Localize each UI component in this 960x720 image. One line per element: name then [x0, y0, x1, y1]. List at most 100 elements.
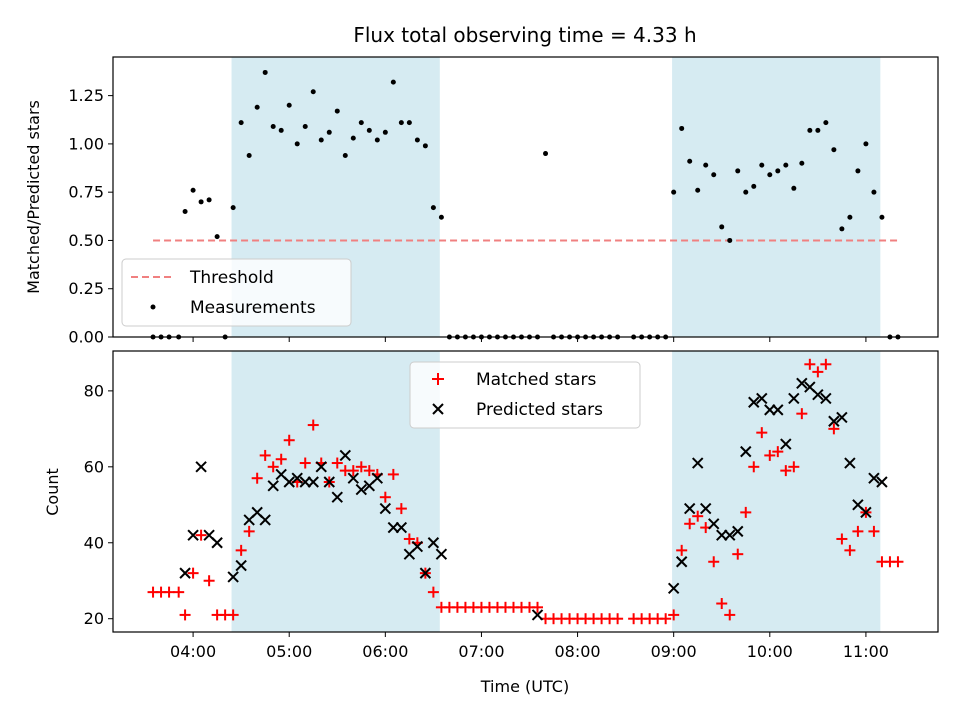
ratio-y-tick-label: 1.25 [68, 86, 104, 105]
legend-threshold-label: Threshold [189, 268, 274, 288]
predicted-star-point [435, 548, 448, 560]
matched-star-point [387, 468, 399, 480]
matched-star-point [724, 609, 736, 621]
measurement-point [727, 237, 733, 243]
matched-star-point [379, 491, 391, 503]
predicted-star-point [323, 476, 335, 488]
predicted-star-point [756, 392, 768, 405]
matched-star-point [395, 503, 407, 515]
predicted-star-point [283, 476, 295, 488]
measurement-point [182, 208, 188, 214]
measurement-point [326, 129, 332, 135]
count-legend: Matched stars Predicted stars [409, 361, 641, 429]
predicted-star-point [860, 506, 872, 519]
measurement-point [783, 162, 789, 168]
matched-star-point [756, 427, 768, 439]
predicted-star-point [315, 461, 327, 473]
count-y-axis-label: Count [43, 468, 62, 516]
predicted-star-point [844, 457, 856, 469]
matched-star-point [227, 609, 239, 621]
matched-star-point [796, 408, 808, 420]
measurement-point [719, 224, 725, 230]
x-axis-label: Time (UTC) [480, 677, 569, 696]
matched-star-point [892, 556, 904, 568]
predicted-star-point [683, 502, 696, 515]
measurement-point [863, 141, 869, 147]
matched-star-point [692, 510, 704, 522]
legend-matched-label: Matched stars [476, 370, 596, 390]
matched-star-point [820, 358, 832, 370]
measurement-point [743, 189, 749, 195]
predicted-star-point [211, 537, 223, 549]
measurement-point [815, 127, 821, 133]
predicted-star-point [419, 567, 432, 579]
predicted-star-point [836, 411, 848, 424]
matched-star-point [732, 548, 744, 560]
measurement-point [238, 120, 244, 126]
measurement-point [390, 79, 396, 85]
observing-window-2 [672, 351, 881, 632]
matched-star-point [772, 446, 784, 458]
predicted-star-point [411, 540, 424, 553]
matched-star-point [179, 609, 191, 621]
predicted-star-point [667, 582, 680, 595]
ratio-y-tick-label: 0.50 [68, 231, 104, 250]
x-tick-label: 07:00 [458, 642, 504, 661]
predicted-star-point [812, 388, 824, 401]
measurement-point [366, 127, 372, 133]
matched-star-point [716, 598, 728, 610]
predicted-star-point [868, 472, 880, 484]
predicted-star-point [371, 472, 384, 484]
predicted-star-point [724, 529, 736, 541]
predicted-star-point [379, 502, 392, 515]
x-tick-label: 09:00 [651, 642, 697, 661]
predicted-star-point [788, 392, 800, 405]
measurement-point [671, 189, 677, 195]
predicted-star-point [748, 396, 760, 408]
measurement-point [334, 108, 340, 114]
matched-star-point [283, 434, 295, 446]
measurement-point [430, 205, 436, 211]
predicted-star-point [531, 609, 544, 621]
legend-predicted-swatch [432, 403, 444, 415]
matched-star-point [708, 556, 720, 568]
predicted-star-point [772, 404, 784, 416]
matched-star-point [427, 586, 439, 598]
predicted-star-point [820, 392, 832, 405]
matched-star-point [347, 465, 359, 477]
matched-star-point [836, 533, 848, 545]
matched-star-point [307, 419, 319, 431]
legend-matched-swatch [432, 373, 444, 385]
predicted-star-point [692, 457, 704, 469]
count-y-tick-label: 60 [84, 457, 104, 476]
ratio-y-tick-label: 0.25 [68, 279, 104, 298]
measurement-point [831, 147, 837, 153]
measurement-point [823, 120, 829, 126]
matched-star-point [363, 465, 375, 477]
matched-star-point [868, 525, 880, 537]
measurement-point [198, 199, 204, 205]
ratio-y-tick-label: 0.00 [68, 328, 104, 347]
matched-star-point [764, 449, 776, 461]
ratio-subplot: 0.00 0.25 0.50 0.75 1.00 1.25 Flux total obse… [24, 23, 939, 347]
predicted-star-point [259, 514, 271, 526]
x-tick-label: 11:00 [843, 642, 889, 661]
measurement-point [847, 214, 853, 220]
measurement-point [687, 158, 693, 164]
count-y-tick-label: 40 [84, 533, 104, 552]
measurement-point [262, 69, 268, 75]
matched-star-point [163, 586, 175, 598]
matched-star-point [203, 575, 215, 587]
measurement-point [855, 168, 861, 174]
predicted-star-point [708, 518, 720, 530]
measurement-point [398, 120, 404, 126]
matched-star-point [668, 609, 680, 621]
measurement-point [318, 137, 324, 143]
ratio-plot-frame [112, 56, 939, 338]
predicted-star-point [780, 438, 792, 450]
x-tick-label: 05:00 [266, 642, 312, 661]
ratio-y-tick-label: 0.75 [68, 183, 104, 202]
predicted-star-point [291, 472, 303, 484]
measurement-point [278, 127, 284, 133]
measurement-point [767, 172, 773, 178]
